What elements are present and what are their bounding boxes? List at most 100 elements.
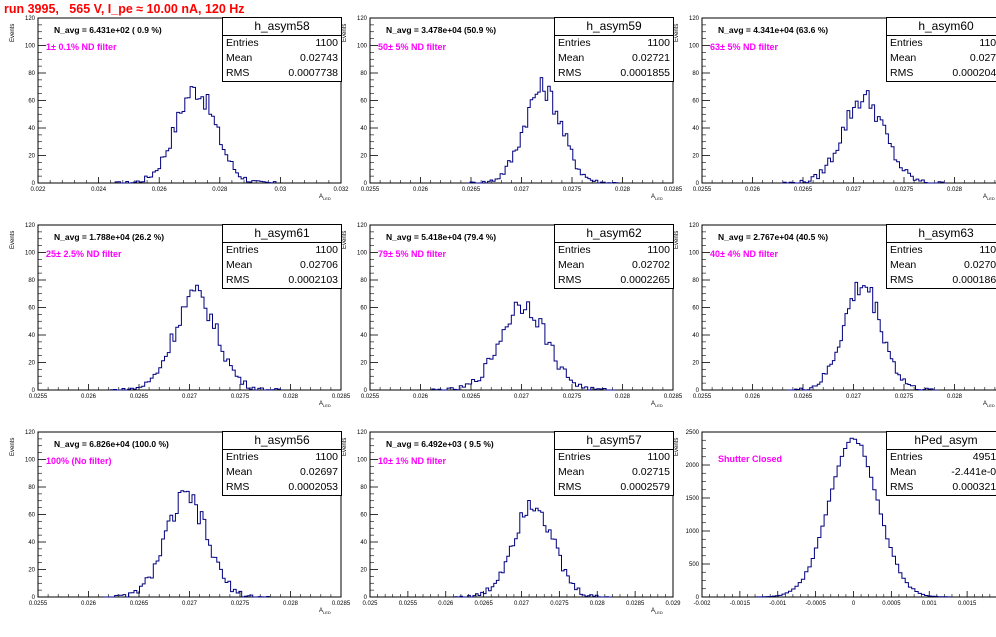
n-avg-label: N_avg = 3.478e+04 (50.9 %) bbox=[386, 25, 496, 35]
n-avg-label: N_avg = 6.431e+02 ( 0.9 %) bbox=[54, 25, 162, 35]
filter-label: 10± 1% ND filter bbox=[378, 456, 446, 466]
y-tick-label: 2000 bbox=[686, 463, 700, 469]
y-tick-label: 80 bbox=[692, 278, 699, 284]
stat-key: RMS bbox=[890, 480, 913, 495]
x-tick-label: 0.0275 bbox=[563, 394, 582, 400]
x-tick-label: 0.028 bbox=[947, 187, 963, 193]
stat-key: RMS bbox=[890, 66, 913, 81]
y-tick-label: 40 bbox=[692, 126, 699, 132]
n-avg-label: N_avg = 2.767e+04 (40.5 %) bbox=[718, 232, 828, 242]
stat-key: Mean bbox=[558, 465, 584, 480]
y-tick-label: 100 bbox=[357, 44, 368, 50]
n-avg-label: N_avg = 6.492e+03 ( 9.5 %) bbox=[386, 439, 494, 449]
stat-key: Mean bbox=[558, 51, 584, 66]
histogram-name: h_asym60 bbox=[887, 18, 996, 36]
stat-rms: 0.0003214 bbox=[952, 480, 996, 495]
histogram-name: h_asym59 bbox=[555, 18, 673, 36]
y-tick-label: 120 bbox=[689, 16, 700, 22]
y-tick-label: 20 bbox=[360, 568, 367, 574]
x-tick-label: 0.026 bbox=[81, 601, 97, 607]
x-tick-label: 0.028 bbox=[947, 394, 963, 400]
x-tick-label: 0.0275 bbox=[231, 601, 250, 607]
histogram-series bbox=[432, 302, 615, 390]
histogram-name: h_asym61 bbox=[223, 225, 341, 243]
y-tick-label: 20 bbox=[360, 361, 367, 367]
stat-rms: 0.0002579 bbox=[620, 480, 670, 495]
y-tick-label: 80 bbox=[360, 278, 367, 284]
x-tick-label: 0.0255 bbox=[361, 394, 380, 400]
y-axis-label: Events bbox=[342, 438, 348, 456]
x-tick-label: 0.026 bbox=[152, 187, 168, 193]
y-tick-label: 120 bbox=[357, 16, 368, 22]
stats-box: hPed_asym Entries49510 Mean-2.441e-06 RM… bbox=[886, 431, 996, 496]
x-tick-label: 0.0265 bbox=[462, 394, 481, 400]
filter-label: 40± 4% ND filter bbox=[710, 249, 778, 259]
x-axis-label: ALED bbox=[983, 194, 995, 201]
y-tick-label: 100 bbox=[25, 251, 36, 257]
y-tick-label: 120 bbox=[357, 430, 368, 436]
y-tick-label: 1500 bbox=[686, 496, 700, 502]
stat-key: Mean bbox=[558, 258, 584, 273]
y-tick-label: 20 bbox=[28, 154, 35, 160]
n-avg-label: N_avg = 5.418e+04 (79.4 %) bbox=[386, 232, 496, 242]
y-axis-label: Events bbox=[10, 231, 16, 249]
n-avg-label: N_avg = 6.826e+04 (100.0 %) bbox=[54, 439, 169, 449]
x-tick-label: 0.028 bbox=[283, 601, 299, 607]
filter-label: 1± 0.1% ND filter bbox=[46, 42, 116, 52]
x-axis-label: ALED bbox=[319, 401, 331, 408]
x-tick-label: 0.0275 bbox=[895, 187, 914, 193]
stat-key: RMS bbox=[226, 480, 249, 495]
x-tick-label: 0.026 bbox=[81, 394, 97, 400]
x-tick-label: 0.0265 bbox=[130, 601, 149, 607]
x-tick-label: 0.024 bbox=[91, 187, 107, 193]
stat-rms: 0.0002053 bbox=[288, 480, 338, 495]
stat-key: Mean bbox=[226, 51, 252, 66]
y-tick-label: 40 bbox=[28, 126, 35, 132]
stat-key: Mean bbox=[226, 465, 252, 480]
x-tick-label: 0.028 bbox=[615, 394, 631, 400]
x-tick-label: 0.001 bbox=[922, 601, 938, 607]
x-tick-label: 0.0255 bbox=[29, 601, 48, 607]
y-tick-label: 120 bbox=[689, 223, 700, 229]
x-tick-label: 0.0265 bbox=[462, 187, 481, 193]
y-tick-label: 60 bbox=[28, 513, 35, 519]
stat-mean: -2.441e-06 bbox=[951, 465, 996, 480]
y-tick-label: 60 bbox=[692, 99, 699, 105]
y-tick-label: 40 bbox=[360, 540, 367, 546]
x-tick-label: 0.027 bbox=[514, 187, 530, 193]
run-title: run 3995, 565 V, I_pe ≈ 10.00 nA, 120 Hz bbox=[4, 2, 245, 16]
stat-mean: 0.02709 bbox=[964, 258, 996, 273]
stat-key: RMS bbox=[558, 273, 581, 288]
stat-key: Entries bbox=[558, 450, 591, 465]
stat-key: Entries bbox=[890, 450, 923, 465]
y-axis-label: Events bbox=[674, 231, 680, 249]
y-axis-label: Events bbox=[10, 438, 16, 456]
x-tick-label: 0.027 bbox=[846, 394, 862, 400]
stat-key: Mean bbox=[890, 465, 916, 480]
y-tick-label: 40 bbox=[360, 126, 367, 132]
histogram-series bbox=[111, 285, 281, 390]
stat-rms: 0.0002103 bbox=[288, 273, 338, 288]
x-tick-label: 0.0255 bbox=[361, 187, 380, 193]
histogram-series bbox=[104, 491, 270, 597]
stat-key: Entries bbox=[226, 243, 259, 258]
